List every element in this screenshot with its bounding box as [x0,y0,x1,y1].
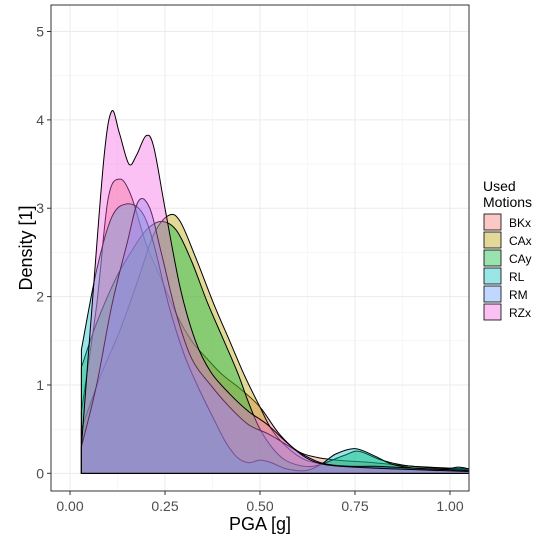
y-tick-label: 1 [36,377,44,393]
legend-title: Used [483,178,516,194]
x-tick-label: 0.50 [246,498,273,514]
x-axis: 0.00 0.25 0.50 0.75 1.00 [56,491,464,514]
y-axis: 0 1 2 3 4 5 [36,24,51,481]
x-tick-label: 0.25 [151,498,178,514]
x-tick-label: 0.75 [341,498,368,514]
y-tick-label: 2 [36,289,44,305]
legend-key-cax [483,231,502,249]
legend-label-cax: CAx [509,234,532,248]
density-area-cay [80,220,470,474]
grid-lines [51,5,469,491]
y-tick-label: 3 [36,200,44,216]
legend-label-rm: RM [509,288,528,302]
legend-title: Motions [483,194,532,210]
y-tick-label: 4 [36,112,44,128]
y-tick-label: 0 [36,465,44,481]
legend-label-rzx: RZx [509,306,531,320]
density-area-rl [80,203,470,474]
density-area-bkx [80,178,470,474]
y-axis-title: Density [1] [16,205,36,290]
x-tick-label: 0.00 [56,498,83,514]
legend-key-bkx [483,213,502,231]
legend-label-bkx: BKx [509,216,531,230]
legend-label-rl: RL [509,270,525,284]
density-area-rzx [80,110,470,474]
density-areas [80,110,470,474]
legend-key-rm [483,285,502,303]
legend-key-rzx [483,303,502,321]
legend-key-rl [483,267,502,285]
legend-key-cay [483,249,502,267]
legend-label-cay: CAy [509,252,531,266]
x-tick-label: 1.00 [436,498,463,514]
x-axis-title: PGA [g] [229,514,291,534]
y-tick-label: 5 [36,24,44,40]
